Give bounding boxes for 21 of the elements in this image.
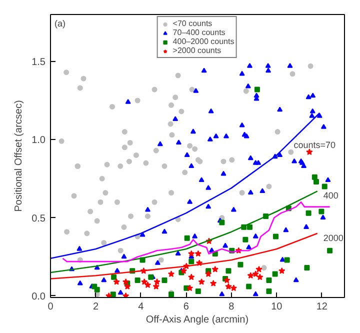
- legend-label: <70 counts: [172, 19, 212, 28]
- y-tick-label: 1.0: [32, 135, 46, 146]
- x-tick-label: 12: [316, 302, 328, 312]
- legend-label: 400–2000 counts: [172, 37, 234, 46]
- x-axis-title: Off-Axis Angle (arcmin): [146, 314, 249, 326]
- y-tick-label: 0.0: [32, 291, 46, 302]
- annotation: 2000: [323, 232, 344, 243]
- legend-label: >2000 counts: [172, 46, 222, 55]
- x-tick-label: 2: [92, 302, 99, 312]
- annotation: 400: [323, 190, 338, 201]
- x-tick-label: 4: [138, 302, 144, 312]
- x-tick-label: 6: [183, 302, 190, 312]
- annotation: (a): [54, 18, 66, 28]
- y-axis-title: Positional Offset (arcsec): [14, 100, 25, 212]
- x-tick-label: 8: [228, 302, 235, 312]
- legend-label: 70–400 counts: [172, 28, 226, 37]
- y-tick-label: 1.5: [32, 56, 46, 68]
- annotation: counts=70: [294, 140, 336, 150]
- x-tick-label: 0: [48, 302, 54, 312]
- y-tick-label: 0.5: [32, 213, 46, 224]
- x-tick-label: 10: [271, 302, 283, 312]
